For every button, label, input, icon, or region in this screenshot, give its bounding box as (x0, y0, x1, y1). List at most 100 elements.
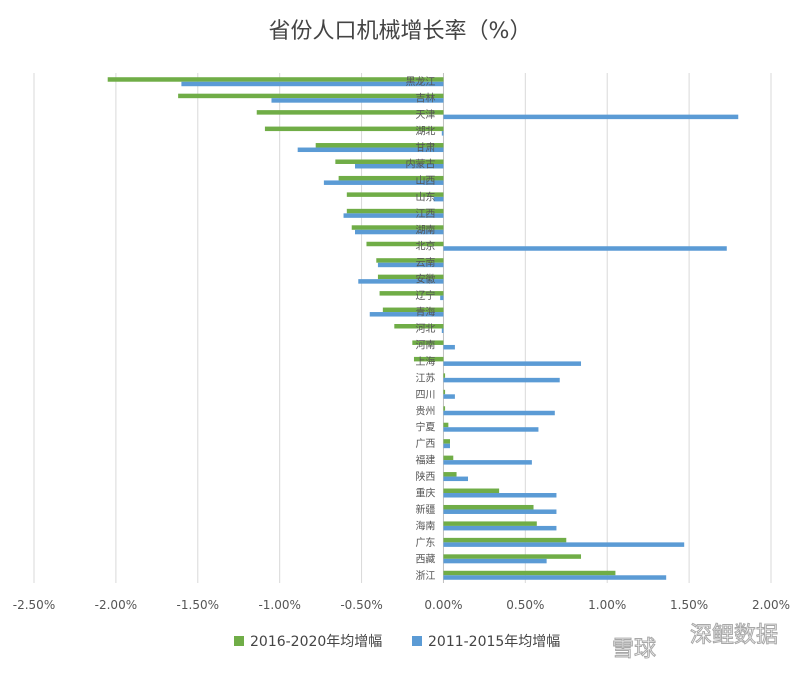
bar-2011-2015 (443, 509, 557, 514)
bar-2011-2015 (355, 163, 444, 169)
category-label: 广东 (415, 536, 435, 549)
bar-2016-2020 (178, 93, 444, 99)
watermark: 雪球 深鲤数据 (612, 623, 779, 663)
x-tick-label: 1.00% (588, 598, 626, 612)
category-label: 云南 (415, 256, 435, 269)
category-label: 上海 (415, 355, 435, 368)
legend-label-2011-2015: 2011-2015年均增幅 (428, 634, 560, 650)
bar-2011-2015 (443, 344, 455, 350)
bar-2016-2020 (346, 208, 444, 214)
bar-2011-2015 (323, 180, 444, 185)
bar-2011-2015 (443, 246, 727, 251)
bar-2011-2015 (443, 427, 539, 432)
bar-2016-2020 (264, 126, 444, 132)
legend-label-2016-2020: 2016-2020年均增幅 (250, 634, 382, 650)
bar-2011-2015 (369, 312, 444, 317)
category-label: 河南 (415, 338, 435, 351)
bar-2011-2015 (443, 542, 685, 547)
category-label: 新疆 (415, 503, 435, 516)
category-label: 西藏 (415, 553, 435, 565)
bar-2011-2015 (443, 460, 532, 465)
bar-2011-2015 (443, 575, 667, 580)
category-label: 安徽 (415, 273, 435, 286)
category-label: 海南 (415, 519, 435, 532)
bar-2016-2020 (382, 307, 444, 313)
bar-2016-2020 (376, 258, 444, 263)
category-label: 甘肃 (415, 141, 435, 154)
category-label: 吉林 (415, 92, 435, 105)
category-label: 江苏 (415, 371, 435, 384)
category-label: 江西 (415, 208, 435, 220)
x-tick-label: -1.00% (258, 598, 300, 612)
category-label: 四川 (415, 390, 435, 401)
bar-2016-2020 (443, 537, 567, 543)
category-label: 黑龙江 (405, 75, 435, 88)
bar-2011-2015 (443, 377, 560, 383)
legend-swatch-2011-2015 (412, 636, 422, 646)
category-label: 贵州 (415, 404, 435, 417)
bar-2016-2020 (443, 488, 500, 494)
bar-2016-2020 (413, 356, 444, 362)
bar-2011-2015 (271, 98, 444, 103)
bar-2016-2020 (351, 225, 444, 230)
chart-title: 省份人口机械增长率（%） (269, 19, 532, 44)
bar-2016-2020 (443, 570, 616, 576)
bar-2011-2015 (377, 262, 444, 268)
category-label: 福建 (415, 454, 435, 467)
bar-2016-2020 (335, 159, 444, 164)
bar-2016-2020 (443, 521, 537, 526)
bar-2016-2020 (338, 175, 444, 181)
category-label: 青海 (415, 306, 435, 319)
bar-2011-2015 (181, 81, 444, 87)
bar-2011-2015 (358, 279, 444, 284)
x-tick-label: 0.00% (424, 598, 462, 612)
bar-2016-2020 (443, 422, 449, 428)
bar-2016-2020 (346, 192, 444, 197)
bar-2016-2020 (443, 389, 446, 395)
category-label: 陕西 (415, 470, 435, 483)
bars (107, 77, 739, 580)
bar-2011-2015 (443, 558, 547, 564)
category-label: 浙江 (415, 570, 435, 582)
bar-2011-2015 (443, 443, 450, 449)
watermark-platform: 雪球 (612, 637, 656, 662)
legend: 2016-2020年均增幅 2011-2015年均增幅 (234, 634, 560, 650)
bar-2016-2020 (443, 504, 534, 510)
x-tick-label: 1.50% (670, 598, 708, 612)
bar-2016-2020 (443, 472, 457, 477)
bar-2016-2020 (443, 406, 446, 411)
category-label: 辽宁 (415, 289, 435, 302)
bar-2016-2020 (379, 291, 444, 296)
bar-2011-2015 (443, 114, 739, 120)
category-labels: 黑龙江吉林天津湖北甘肃内蒙古山西山东江西湖南北京云南安徽辽宁青海河北河南上海江苏… (405, 75, 435, 582)
bar-2011-2015 (355, 229, 444, 235)
bar-2011-2015 (443, 394, 455, 399)
bar-2016-2020 (377, 274, 444, 280)
bar-2016-2020 (443, 554, 582, 559)
category-label: 内蒙古 (405, 157, 435, 170)
bar-2011-2015 (297, 147, 444, 153)
bar-2016-2020 (107, 77, 444, 82)
gridlines (33, 73, 772, 583)
bar-2011-2015 (443, 361, 582, 366)
bar-2011-2015 (443, 493, 557, 498)
x-tick-label: -2.00% (95, 598, 137, 612)
bar-2016-2020 (394, 324, 444, 329)
bar-2016-2020 (443, 439, 450, 444)
bar-2016-2020 (366, 241, 444, 247)
category-label: 北京 (415, 240, 435, 253)
watermark-author: 深鲤数据 (690, 623, 778, 648)
category-label: 广西 (415, 438, 435, 450)
x-tick-label: -0.50% (340, 598, 382, 612)
bar-2011-2015 (440, 295, 444, 301)
bar-2016-2020 (412, 340, 444, 345)
x-axis-ticks: -2.50% -2.00% -1.50% -1.00% -0.50% 0.00% 0.50%… (13, 598, 790, 612)
bar-2011-2015 (441, 131, 444, 136)
category-label: 河北 (415, 323, 435, 335)
category-label: 宁夏 (415, 421, 435, 434)
category-label: 山西 (415, 175, 435, 187)
bar-2011-2015 (443, 525, 557, 531)
x-tick-label: 2.00% (752, 598, 790, 612)
legend-swatch-2016-2020 (234, 636, 244, 646)
